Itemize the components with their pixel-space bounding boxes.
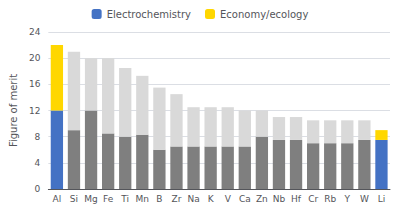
svg-text:Rb: Rb bbox=[324, 194, 336, 204]
svg-text:Electrochemistry: Electrochemistry bbox=[107, 9, 191, 20]
svg-text:Li: Li bbox=[378, 194, 386, 204]
svg-text:12: 12 bbox=[29, 106, 40, 116]
svg-text:20: 20 bbox=[29, 53, 41, 63]
svg-text:Ca: Ca bbox=[239, 194, 251, 204]
svg-text:Hf: Hf bbox=[291, 194, 302, 204]
svg-text:0: 0 bbox=[35, 184, 41, 194]
svg-text:V: V bbox=[225, 194, 232, 204]
svg-text:K: K bbox=[208, 194, 215, 204]
svg-text:Nb: Nb bbox=[273, 194, 286, 204]
svg-text:Cr: Cr bbox=[308, 194, 318, 204]
svg-text:Fe: Fe bbox=[103, 194, 114, 204]
svg-text:Na: Na bbox=[187, 194, 199, 204]
svg-text:16: 16 bbox=[29, 79, 41, 89]
svg-text:B: B bbox=[156, 194, 162, 204]
svg-text:Mn: Mn bbox=[136, 194, 149, 204]
svg-text:Y: Y bbox=[344, 194, 351, 204]
svg-text:4: 4 bbox=[35, 158, 41, 168]
svg-text:Economy/ecology: Economy/ecology bbox=[220, 9, 308, 20]
svg-text:Ti: Ti bbox=[120, 194, 129, 204]
svg-text:Zr: Zr bbox=[172, 194, 182, 204]
svg-text:Si: Si bbox=[70, 194, 78, 204]
svg-text:W: W bbox=[360, 194, 369, 204]
svg-text:Figure of merit: Figure of merit bbox=[8, 74, 19, 147]
svg-text:24: 24 bbox=[29, 27, 41, 37]
svg-text:Al: Al bbox=[53, 194, 62, 204]
svg-text:8: 8 bbox=[35, 132, 41, 142]
svg-text:Mg: Mg bbox=[84, 194, 97, 204]
svg-text:Zn: Zn bbox=[256, 194, 268, 204]
